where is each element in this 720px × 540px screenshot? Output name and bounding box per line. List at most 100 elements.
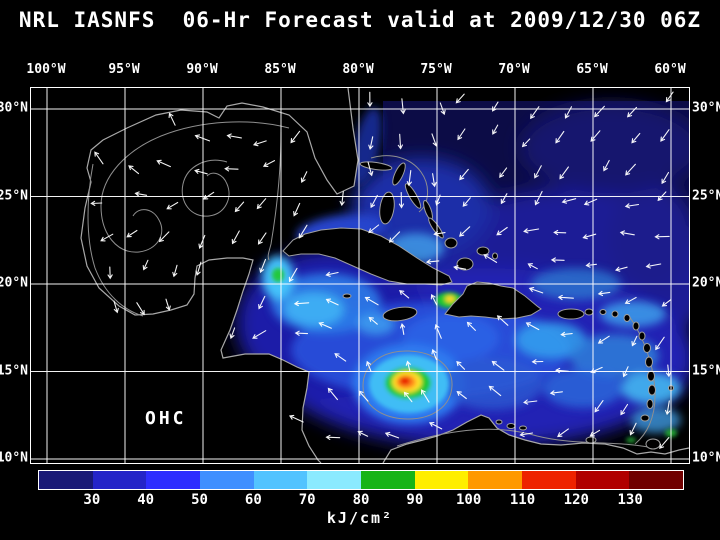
current-arrow — [339, 191, 345, 207]
current-arrow — [368, 316, 378, 325]
current-arrow — [252, 330, 267, 339]
current-arrow — [425, 259, 440, 265]
current-arrow — [466, 321, 476, 331]
lon-tick-label: 95°W — [108, 62, 140, 77]
current-arrow — [624, 296, 637, 305]
current-arrow — [398, 191, 405, 209]
current-arrow — [107, 266, 113, 280]
current-arrow — [528, 287, 544, 294]
current-arrow — [525, 322, 540, 331]
current-arrow — [594, 400, 604, 413]
current-arrow — [631, 132, 641, 144]
longitude-axis: 100°W 95°W 90°W 85°W 80°W 75°W 70°W 65°W 60°W — [0, 62, 720, 78]
current-arrow — [645, 263, 662, 269]
lat-tick-label: 10°N — [0, 450, 28, 466]
current-arrow — [665, 91, 674, 103]
current-arrow — [455, 93, 465, 104]
current-arrow — [462, 197, 471, 207]
current-arrow — [559, 166, 569, 180]
grid-layer — [31, 88, 689, 463]
current-arrow — [126, 229, 138, 238]
colorbar-segment — [468, 471, 523, 489]
current-arrow — [327, 387, 339, 401]
current-arrow — [252, 140, 267, 147]
current-arrow — [434, 324, 442, 339]
current-arrow — [136, 302, 145, 316]
current-arrow — [492, 124, 499, 135]
lat-tick-label: 15°N — [692, 363, 720, 378]
current-arrow — [165, 298, 171, 311]
lat-tick-label: 30°N — [0, 100, 28, 116]
current-arrow — [158, 231, 170, 243]
current-arrow — [367, 161, 374, 177]
current-arrow — [661, 299, 672, 307]
current-arrow — [456, 360, 466, 370]
colorbar-tick-label: 90 — [406, 492, 424, 508]
current-arrow — [368, 136, 374, 151]
current-arrow — [224, 166, 239, 172]
map-area: OHC — [30, 87, 690, 464]
current-arrow — [431, 173, 437, 188]
current-arrow — [318, 321, 332, 329]
current-arrow — [519, 431, 534, 438]
current-vectors-layer — [90, 91, 674, 450]
colorbar-segment — [39, 471, 93, 489]
current-arrow — [198, 234, 206, 249]
current-arrow — [620, 403, 629, 416]
lat-tick-label: 20°N — [692, 275, 720, 291]
colorbar-tick-label: 70 — [298, 492, 316, 508]
colorbar-tick-labels: 30 40 50 60 70 80 90 100 110 120 130 — [38, 492, 684, 508]
current-arrow — [405, 360, 411, 372]
current-arrow — [553, 229, 567, 236]
colorbar-tick-label: 110 — [509, 492, 536, 508]
current-arrow — [597, 335, 610, 344]
colorbar — [38, 470, 684, 490]
lon-tick-label: 65°W — [576, 62, 608, 77]
current-arrow — [94, 151, 104, 165]
colorbar-tick-label: 130 — [617, 492, 643, 508]
current-arrow — [290, 130, 301, 144]
current-arrow — [459, 226, 471, 237]
land-south-america — [383, 415, 689, 463]
current-arrow — [603, 159, 610, 172]
current-arrow — [399, 290, 410, 299]
latitude-axis-right: 30°N 25°N 20°N 15°N 10°N — [692, 87, 720, 466]
current-arrow — [491, 360, 505, 371]
current-arrow — [229, 327, 236, 340]
current-arrow — [366, 360, 372, 372]
current-arrow — [590, 130, 601, 142]
lon-tick-label: 70°W — [498, 62, 530, 77]
colorbar-segment — [307, 471, 362, 489]
current-arrow — [665, 364, 672, 378]
current-arrow — [626, 106, 638, 118]
current-arrow — [100, 233, 114, 242]
colorbar-tick-label: 40 — [137, 492, 155, 508]
colorbar-segment — [522, 471, 576, 489]
current-arrow — [113, 300, 119, 314]
land-north-central-america — [31, 88, 358, 463]
lat-tick-label: 15°N — [0, 363, 28, 378]
islands-layer — [342, 161, 674, 450]
current-arrow — [431, 133, 438, 147]
current-arrow — [555, 367, 569, 374]
land-hispaniola — [444, 281, 542, 320]
bathymetry-contour-layer — [87, 121, 656, 449]
current-arrow — [492, 101, 499, 112]
current-arrow — [357, 430, 369, 437]
plot-title: NRL IASNFS 06-Hr Forecast valid at 2009/… — [18, 8, 702, 32]
current-arrow — [202, 191, 215, 200]
current-arrow — [459, 168, 469, 181]
current-arrow — [406, 169, 412, 187]
current-arrow — [428, 421, 443, 430]
current-arrow — [298, 224, 308, 239]
current-arrow — [367, 91, 373, 108]
current-arrow — [430, 293, 438, 306]
current-arrow — [300, 171, 308, 183]
current-arrow — [166, 201, 179, 210]
current-arrow — [334, 353, 347, 362]
lon-tick-label: 75°W — [420, 62, 452, 77]
current-arrow — [358, 390, 369, 402]
land-cuba — [282, 227, 453, 286]
lon-tick-label: 85°W — [264, 62, 296, 77]
